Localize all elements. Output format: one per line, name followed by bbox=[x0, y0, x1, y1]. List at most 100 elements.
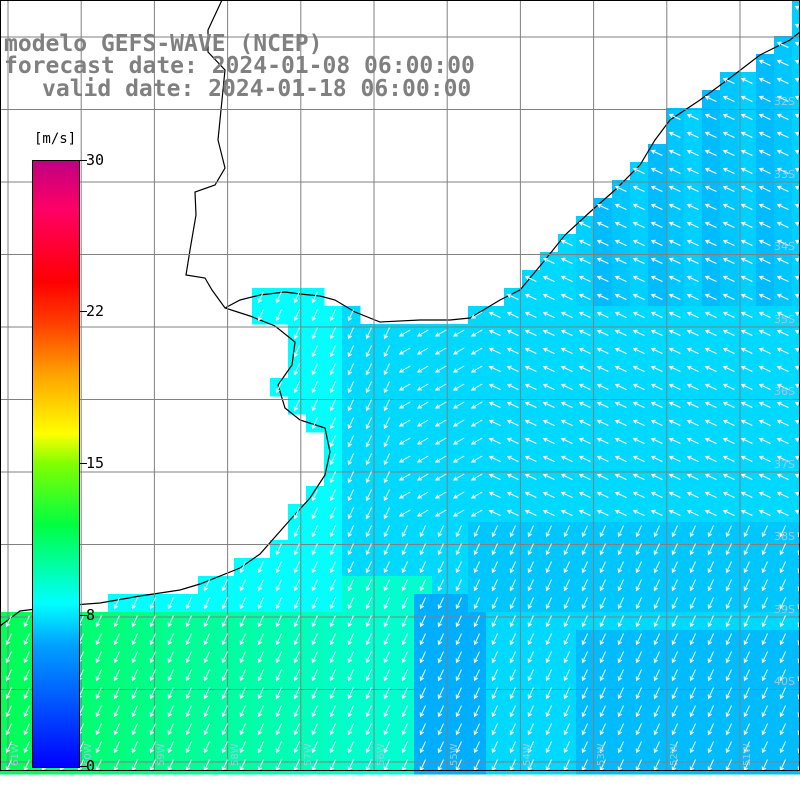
wind-arrow bbox=[722, 509, 735, 516]
wind-arrow bbox=[689, 723, 696, 736]
wind-arrow bbox=[365, 705, 372, 718]
wind-arrow bbox=[293, 543, 300, 556]
wind-arrow bbox=[632, 275, 645, 282]
wind-arrow bbox=[185, 615, 192, 628]
wind-arrow bbox=[347, 381, 354, 394]
wind-arrow bbox=[632, 491, 645, 498]
wind-arrow bbox=[542, 437, 555, 444]
wind-arrow bbox=[668, 113, 681, 120]
wind-arrow bbox=[599, 525, 606, 538]
wind-arrow bbox=[776, 185, 789, 192]
wind-arrow bbox=[365, 453, 372, 466]
wind-arrow bbox=[293, 327, 300, 340]
wind-arrow bbox=[617, 651, 624, 664]
wind-arrow bbox=[596, 239, 609, 246]
wind-arrow bbox=[776, 365, 789, 372]
wind-arrow bbox=[686, 437, 699, 444]
wind-arrow bbox=[758, 293, 771, 300]
wind-arrow bbox=[758, 149, 771, 156]
wind-arrow bbox=[347, 633, 354, 646]
wind-arrow bbox=[365, 597, 372, 610]
wind-arrow bbox=[149, 687, 156, 700]
wind-arrow bbox=[668, 131, 681, 138]
wind-arrow bbox=[671, 525, 678, 538]
wind-arrow bbox=[686, 365, 699, 372]
wind-arrow bbox=[617, 615, 624, 628]
wind-arrow bbox=[635, 741, 642, 754]
wind-arrow bbox=[650, 185, 663, 192]
wind-arrow bbox=[221, 669, 228, 682]
wind-arrow bbox=[491, 669, 498, 682]
colorbar-tick-label: 30 bbox=[86, 151, 105, 169]
wind-arrow bbox=[416, 491, 429, 499]
wind-arrow bbox=[545, 597, 552, 610]
wind-arrow bbox=[689, 633, 696, 646]
wind-arrow bbox=[761, 543, 768, 556]
wind-arrow bbox=[488, 311, 501, 318]
wind-arrow bbox=[401, 705, 408, 718]
wind-arrow bbox=[437, 633, 444, 646]
latitude-label: 34S bbox=[774, 240, 795, 253]
wind-arrow bbox=[452, 365, 465, 373]
wind-arrow bbox=[743, 669, 750, 682]
wind-arrow bbox=[761, 597, 768, 610]
wind-arrow bbox=[524, 275, 537, 282]
wind-arrow bbox=[779, 687, 786, 700]
wind-arrow bbox=[437, 561, 444, 574]
wind-arrow bbox=[455, 651, 462, 664]
wind-arrow bbox=[779, 579, 786, 592]
wind-arrow bbox=[383, 345, 390, 358]
wind-arrow bbox=[794, 131, 800, 136]
wind-arrow bbox=[707, 615, 714, 628]
wind-cell bbox=[792, 90, 800, 109]
wind-arrow bbox=[365, 417, 372, 430]
wind-arrow bbox=[311, 489, 318, 502]
wind-arrow bbox=[455, 525, 462, 538]
wind-arrow bbox=[671, 561, 678, 574]
wind-arrow bbox=[704, 455, 717, 462]
wind-arrow bbox=[455, 723, 462, 736]
wind-arrow bbox=[398, 473, 411, 481]
wind-arrow bbox=[725, 741, 732, 754]
wind-arrow bbox=[491, 597, 498, 610]
latitude-label: 38S bbox=[774, 530, 795, 543]
wind-arrow bbox=[707, 705, 714, 718]
wind-arrow bbox=[383, 399, 390, 412]
wind-arrow bbox=[398, 437, 411, 445]
wind-arrow bbox=[347, 363, 354, 376]
wind-arrow bbox=[776, 347, 789, 354]
wind-arrow bbox=[293, 597, 300, 610]
wind-arrow bbox=[581, 651, 588, 664]
wind-arrow bbox=[452, 383, 465, 391]
wind-arrow bbox=[740, 473, 753, 480]
wind-arrow bbox=[650, 167, 663, 174]
wind-arrow bbox=[383, 597, 390, 610]
wind-arrow bbox=[596, 365, 609, 372]
wind-arrow bbox=[743, 597, 750, 610]
wind-arrow bbox=[758, 257, 771, 264]
wind-arrow bbox=[617, 669, 624, 682]
wind-arrow bbox=[704, 113, 717, 120]
wind-arrow bbox=[722, 311, 735, 318]
wind-arrow bbox=[542, 455, 555, 462]
wind-arrow bbox=[758, 167, 771, 174]
wind-arrow bbox=[686, 221, 699, 228]
wind-arrow bbox=[617, 597, 624, 610]
wind-arrow bbox=[329, 615, 336, 628]
wind-arrow bbox=[329, 489, 336, 502]
wind-arrow bbox=[614, 473, 627, 480]
wind-arrow bbox=[113, 705, 120, 718]
wind-arrow bbox=[581, 561, 588, 574]
wind-arrow bbox=[614, 419, 627, 426]
wind-arrow bbox=[707, 561, 714, 574]
wind-arrow bbox=[758, 473, 771, 480]
wind-arrow bbox=[401, 597, 408, 610]
wind-arrow bbox=[596, 383, 609, 390]
wind-arrow bbox=[563, 525, 570, 538]
wind-arrow bbox=[668, 491, 681, 498]
wind-arrow bbox=[473, 633, 480, 646]
wind-arrow bbox=[668, 185, 681, 192]
wind-cell bbox=[792, 756, 800, 775]
wind-arrow bbox=[722, 149, 735, 156]
colorbar-tick-label: 22 bbox=[86, 302, 105, 320]
